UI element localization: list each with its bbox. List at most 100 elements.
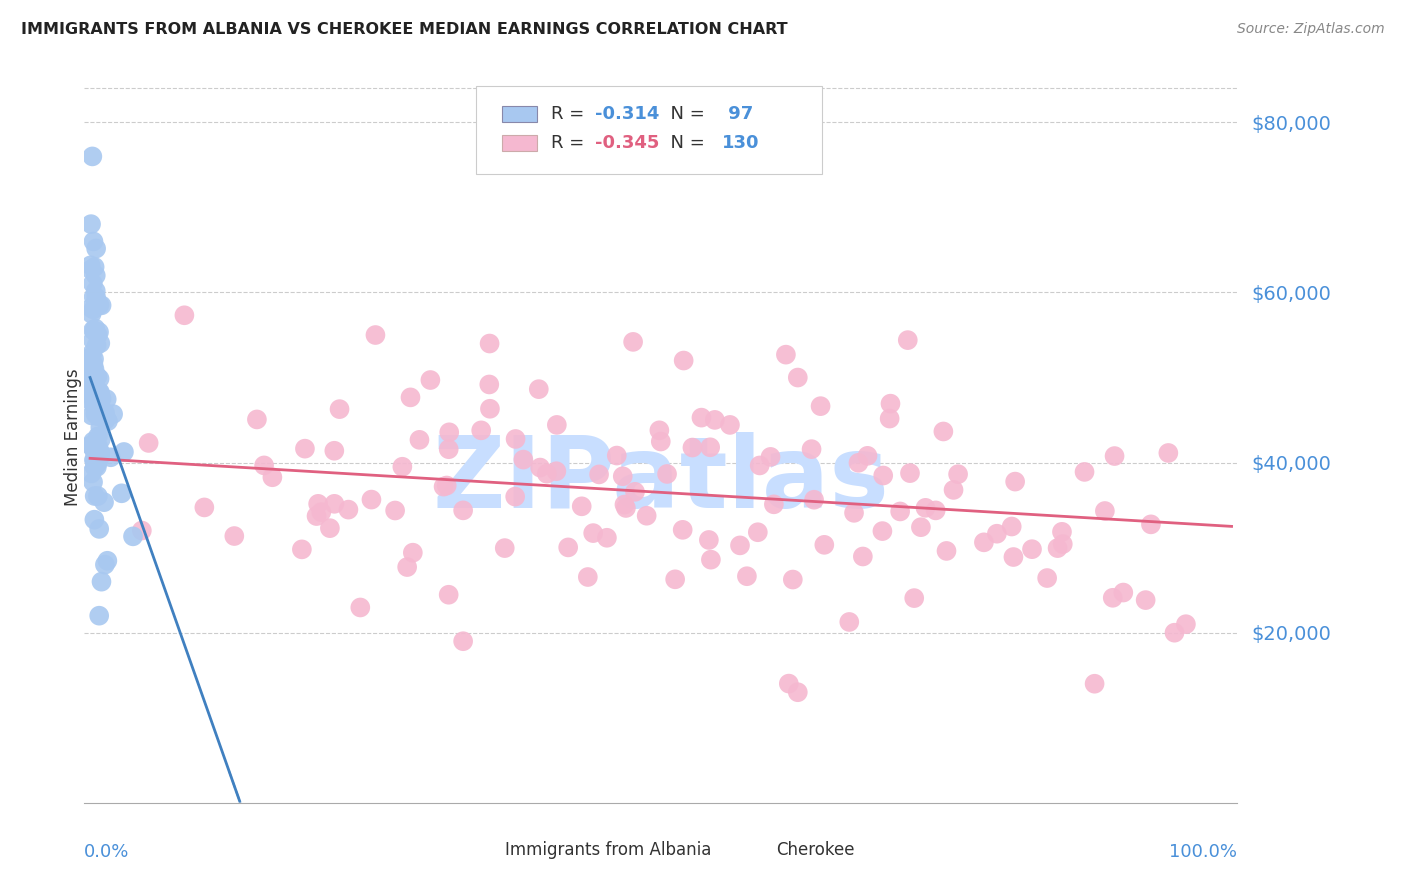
- Point: [80, 368, 103, 383]
- Point: [690, 410, 713, 425]
- Point: [1157, 446, 1180, 460]
- Point: [80, 395, 103, 409]
- Point: [80, 307, 103, 321]
- Point: [82, 371, 104, 385]
- Point: [305, 509, 328, 524]
- Point: [79, 258, 101, 272]
- Text: R =: R =: [551, 104, 591, 123]
- Point: [889, 504, 911, 518]
- Point: [451, 503, 474, 517]
- Point: [83, 260, 105, 274]
- Point: [111, 486, 134, 500]
- Point: [1140, 517, 1163, 532]
- Point: [1004, 475, 1026, 489]
- Point: [82, 376, 104, 391]
- Point: [87, 440, 110, 454]
- Point: [786, 370, 808, 384]
- Text: N =: N =: [659, 104, 711, 123]
- Point: [838, 615, 860, 629]
- Point: [96, 392, 118, 407]
- Point: [82, 434, 104, 449]
- Point: [101, 407, 124, 421]
- Point: [672, 523, 695, 537]
- Point: [1101, 591, 1123, 605]
- Point: [87, 409, 110, 424]
- Point: [782, 573, 804, 587]
- Text: -0.345: -0.345: [595, 134, 659, 152]
- Point: [703, 413, 725, 427]
- Text: 100.0%: 100.0%: [1170, 843, 1237, 861]
- Point: [86, 456, 108, 470]
- Point: [82, 346, 104, 360]
- Point: [910, 520, 932, 534]
- Point: [478, 336, 501, 351]
- Point: [624, 484, 647, 499]
- Point: [337, 502, 360, 516]
- Point: [94, 558, 117, 572]
- Point: [1084, 677, 1107, 691]
- Point: [636, 508, 658, 523]
- Point: [83, 362, 105, 376]
- Point: [527, 382, 550, 396]
- Point: [84, 284, 107, 298]
- Point: [86, 328, 108, 343]
- Point: [848, 456, 870, 470]
- Point: [364, 328, 387, 343]
- Point: [87, 325, 110, 339]
- Point: [557, 541, 579, 555]
- Point: [852, 549, 875, 564]
- Point: [571, 500, 593, 514]
- Point: [94, 413, 117, 427]
- Point: [323, 497, 346, 511]
- Point: [470, 423, 492, 437]
- Point: [89, 298, 111, 312]
- Point: [86, 445, 108, 459]
- Point: [536, 467, 558, 481]
- Point: [87, 384, 110, 399]
- Point: [82, 323, 104, 337]
- Point: [1052, 537, 1074, 551]
- Point: [494, 541, 516, 555]
- Point: [86, 369, 108, 384]
- Point: [648, 423, 671, 437]
- Point: [786, 685, 808, 699]
- Point: [1050, 524, 1073, 539]
- Point: [986, 526, 1008, 541]
- Point: [612, 469, 634, 483]
- Point: [291, 542, 314, 557]
- Point: [82, 475, 104, 489]
- Point: [360, 492, 382, 507]
- Point: [89, 420, 111, 434]
- Text: Immigrants from Albania: Immigrants from Albania: [505, 841, 711, 859]
- Point: [606, 449, 628, 463]
- Point: [84, 290, 107, 304]
- Point: [718, 417, 741, 432]
- Point: [83, 460, 105, 475]
- Point: [87, 429, 110, 443]
- Text: -0.314: -0.314: [595, 104, 659, 123]
- Point: [79, 382, 101, 396]
- Point: [83, 324, 105, 338]
- Point: [131, 524, 153, 538]
- Point: [80, 361, 103, 376]
- Point: [89, 372, 111, 386]
- Point: [86, 298, 108, 312]
- Point: [80, 301, 103, 315]
- Point: [84, 242, 107, 256]
- Point: [82, 277, 104, 291]
- Point: [84, 407, 107, 421]
- Point: [80, 262, 103, 277]
- Point: [138, 436, 160, 450]
- Point: [699, 440, 721, 454]
- Point: [408, 433, 430, 447]
- Point: [529, 460, 551, 475]
- Point: [193, 500, 215, 515]
- Point: [775, 348, 797, 362]
- Text: Cherokee: Cherokee: [776, 841, 855, 859]
- FancyBboxPatch shape: [477, 86, 823, 174]
- Point: [613, 498, 636, 512]
- Point: [728, 538, 751, 552]
- Point: [319, 521, 342, 535]
- Point: [596, 531, 619, 545]
- Point: [437, 588, 460, 602]
